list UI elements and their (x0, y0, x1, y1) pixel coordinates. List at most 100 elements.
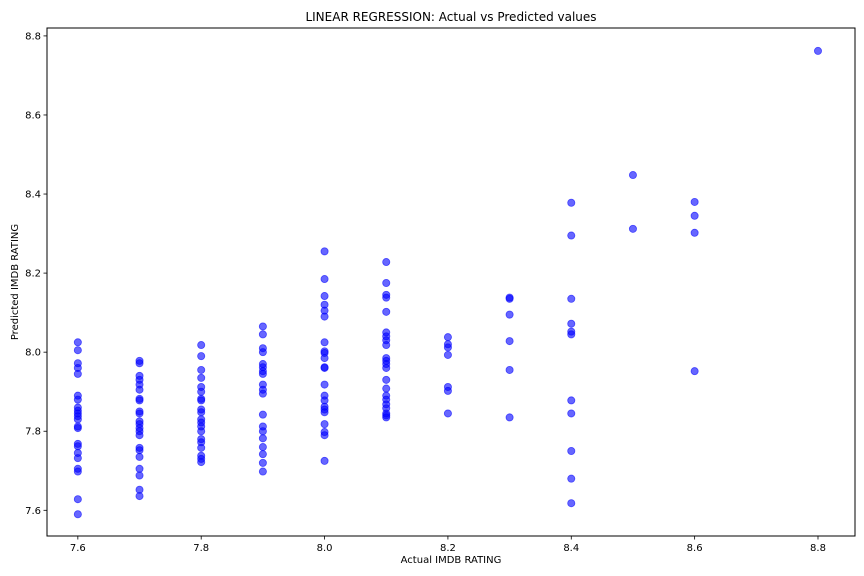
scatter-point (197, 373, 206, 382)
scatter-point (567, 409, 576, 418)
scatter-point (567, 330, 576, 339)
scatter-point (73, 415, 82, 424)
y-tick-label: 8.6 (25, 110, 41, 121)
scatter-point (382, 363, 391, 372)
y-axis-label: Predicted IMDB RATING (10, 224, 21, 340)
scatter-point (382, 413, 391, 422)
scatter-point (258, 467, 267, 476)
x-tick-label: 8.0 (317, 543, 333, 554)
scatter-point (258, 450, 267, 459)
scatter-point (320, 338, 329, 347)
scatter-point (443, 350, 452, 359)
x-axis-ticks: 7.6 7.8 8.0 8.2 8.4 8.6 8.8 (70, 536, 826, 554)
scatter-point (258, 369, 267, 378)
scatter-point (382, 278, 391, 287)
scatter-point (197, 443, 206, 452)
y-tick-label: 7.6 (25, 506, 41, 517)
scatter-point (567, 231, 576, 240)
scatter-point (443, 409, 452, 418)
y-axis-ticks: 7.6 7.8 8.0 8.2 8.4 8.6 8.8 (25, 31, 47, 517)
scatter-point (73, 495, 82, 504)
scatter-point (505, 310, 514, 319)
scatter-point (197, 365, 206, 374)
scatter-point (73, 510, 82, 519)
scatter-point (320, 408, 329, 417)
scatter-point (320, 420, 329, 429)
scatter-point (505, 365, 514, 374)
scatter-point (258, 410, 267, 419)
scatter-point (320, 363, 329, 372)
scatter-point (382, 307, 391, 316)
scatter-point (382, 341, 391, 350)
scatter-point (135, 446, 144, 455)
scatter-point (73, 338, 82, 347)
scatter-point (443, 386, 452, 395)
y-tick-label: 7.8 (25, 427, 41, 438)
scatter-point (258, 458, 267, 467)
points-layer (73, 46, 822, 519)
scatter-point (567, 446, 576, 455)
scatter-point (382, 293, 391, 302)
scatter-point (135, 385, 144, 394)
y-tick-label: 8.8 (25, 31, 41, 42)
scatter-point (135, 464, 144, 473)
scatter-point (628, 224, 637, 233)
scatter-point (73, 346, 82, 355)
scatter-point (197, 341, 206, 350)
scatter-point (505, 337, 514, 346)
scatter-point (135, 359, 144, 368)
scatter-point (258, 330, 267, 339)
scatter-point (135, 492, 144, 501)
scatter-point (320, 456, 329, 465)
scatter-point (567, 198, 576, 207)
scatter-point (73, 467, 82, 476)
scatter-point (320, 380, 329, 389)
scatter-point (690, 367, 699, 376)
scatter-point (690, 197, 699, 206)
plot-area-frame (46, 27, 856, 537)
scatter-point (567, 294, 576, 303)
scatter-point (73, 395, 82, 404)
scatter-point (567, 396, 576, 405)
scatter-point (320, 247, 329, 256)
chart-title: LINEAR REGRESSION: Actual vs Predicted v… (305, 10, 596, 24)
x-tick-label: 8.2 (440, 543, 456, 554)
scatter-point (258, 348, 267, 357)
scatter-point (197, 396, 206, 405)
scatter-point (197, 458, 206, 467)
scatter-point (258, 389, 267, 398)
scatter-point (382, 258, 391, 267)
scatter-point (813, 46, 822, 55)
scatter-point (197, 408, 206, 417)
scatter-point (567, 499, 576, 508)
scatter-point (443, 333, 452, 342)
scatter-point (197, 427, 206, 436)
scatter-point (135, 452, 144, 461)
scatter-point (320, 275, 329, 284)
scatter-point (567, 319, 576, 328)
scatter-point (135, 431, 144, 440)
scatter-point (505, 413, 514, 422)
x-tick-label: 7.8 (193, 543, 209, 554)
scatter-point (73, 369, 82, 378)
scatter-point (258, 427, 267, 436)
scatter-point (320, 292, 329, 301)
y-tick-label: 8.2 (25, 269, 41, 280)
scatter-point (258, 434, 267, 443)
x-tick-label: 7.6 (70, 543, 86, 554)
x-tick-label: 8.6 (687, 543, 703, 554)
scatter-point (73, 454, 82, 463)
scatter-point (690, 228, 699, 237)
x-tick-label: 8.4 (563, 543, 579, 554)
scatter-point (258, 322, 267, 331)
scatter-point (320, 354, 329, 363)
scatter-point (135, 396, 144, 405)
scatter-point (443, 343, 452, 352)
scatter-point (382, 384, 391, 393)
scatter-point (73, 442, 82, 451)
scatter-point (197, 387, 206, 396)
y-tick-label: 8.4 (25, 190, 41, 201)
scatter-point (197, 352, 206, 361)
scatter-point (320, 431, 329, 440)
